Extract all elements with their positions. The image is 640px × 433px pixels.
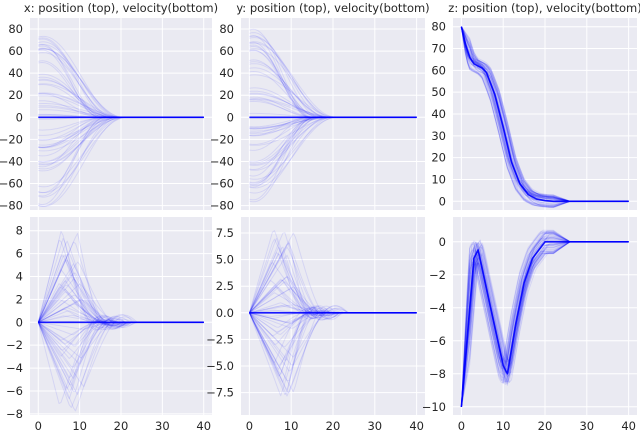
y-tick-label: −4 [6, 361, 23, 375]
y-tick-label: −20 [210, 132, 234, 146]
y-tick-label: 7.5 [216, 226, 234, 240]
y-tick-label: 80 [219, 22, 234, 36]
y-tick-label: −2 [429, 268, 446, 282]
y-tick-label: 5.0 [216, 253, 234, 267]
x-tick-label: 40 [409, 419, 424, 433]
y-tick-label: 60 [431, 63, 446, 77]
y-tick-label: −2 [6, 338, 23, 352]
y-tick-label: −8 [429, 367, 446, 381]
y-tick-label: −5.0 [206, 359, 234, 373]
y-tick-label: 70 [431, 42, 446, 56]
y-tick-label: 20 [219, 88, 234, 102]
x-tick-label: 40 [196, 419, 211, 433]
y-tick-label: 60 [8, 44, 23, 58]
y-tick-label: −6 [429, 334, 446, 348]
y-tick-label: −10 [422, 400, 446, 414]
x-tick-label: 20 [114, 419, 129, 433]
mean-trajectory-line [460, 26, 629, 203]
y-tick-label: 30 [431, 129, 446, 143]
y-tick-label: 0.0 [216, 306, 234, 320]
y-tick-label: 6 [16, 247, 23, 261]
panel-y-position: y: position (top), velocity(bottom) −80 −… [210, 1, 430, 213]
y-tick-label: −20 [0, 132, 23, 146]
y-tick-label: −40 [210, 154, 234, 168]
y-tick-label: 8 [16, 224, 23, 238]
panel-title-z: z: position (top), velocity(bottom) [448, 1, 640, 15]
y-tick-label: −80 [210, 199, 234, 213]
x-tick-label: 10 [72, 419, 87, 433]
y-tick-label: −60 [0, 177, 23, 191]
y-tick-label: 40 [219, 66, 234, 80]
y-tick-label: −2.5 [206, 332, 234, 346]
x-tick-label: 30 [579, 419, 594, 433]
y-tick-label: −40 [0, 154, 23, 168]
y-tick-label: 20 [8, 88, 23, 102]
y-tick-label: 80 [8, 22, 23, 36]
x-tick-label: 0 [246, 419, 253, 433]
y-tick-label: 0 [439, 235, 446, 249]
x-tick-label: 0 [458, 419, 465, 433]
y-tick-label: −8 [6, 407, 23, 421]
x-tick-label: 40 [621, 419, 636, 433]
x-tick-label: 30 [155, 419, 170, 433]
panel-title-x: x: position (top), velocity(bottom) [24, 1, 218, 15]
y-tick-label: −60 [210, 177, 234, 191]
y-tick-label: 4 [16, 270, 23, 284]
panel-x-velocity: 0 10 20 30 40 −8 −6 −4 −2 0 2 4 6 8 [6, 217, 212, 433]
panel-z-position: z: position (top), velocity(bottom) 0 10 2… [431, 1, 640, 210]
y-tick-label: 0 [227, 110, 234, 124]
y-tick-label: 10 [431, 172, 446, 186]
y-tick-label: 40 [431, 107, 446, 121]
x-tick-label: 30 [367, 419, 382, 433]
panel-title-y: y: position (top), velocity(bottom) [236, 1, 429, 15]
y-tick-label: −6 [6, 384, 23, 398]
panel-x-position: x: position (top), velocity(bottom) −80 −… [0, 1, 218, 213]
y-tick-label: 2.5 [216, 279, 234, 293]
y-tick-label: 80 [431, 20, 446, 34]
x-tick-label: 0 [35, 419, 42, 433]
x-tick-label: 20 [538, 419, 553, 433]
y-tick-label: 40 [8, 66, 23, 80]
y-tick-label: 20 [431, 151, 446, 165]
panel-y-velocity: 0 10 20 30 40 −7.5 −5.0 −2.5 0.0 2.5 5.0 7.5 [206, 217, 425, 433]
y-tick-label: 50 [431, 85, 446, 99]
y-tick-label: 0 [16, 110, 23, 124]
y-tick-label: 0 [439, 194, 446, 208]
y-tick-label: 2 [16, 292, 23, 306]
y-tick-label: −7.5 [206, 386, 234, 400]
x-tick-label: 20 [326, 419, 341, 433]
x-tick-label: 10 [496, 419, 511, 433]
x-tick-label: 10 [284, 419, 299, 433]
mean-trajectory-line [460, 241, 629, 407]
y-tick-label: −80 [0, 199, 23, 213]
y-tick-label: −4 [429, 301, 446, 315]
y-tick-label: 0 [16, 315, 23, 329]
y-tick-label: 60 [219, 44, 234, 58]
panel-z-velocity: 0 10 20 30 40 −10 −8 −6 −4 −2 0 [422, 217, 637, 433]
